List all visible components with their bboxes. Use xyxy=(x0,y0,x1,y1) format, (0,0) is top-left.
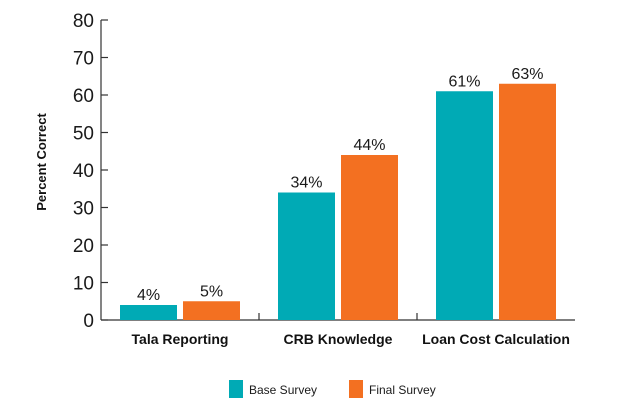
y-tick-label: 70 xyxy=(73,49,94,70)
legend-label: Final Survey xyxy=(369,383,436,397)
x-category-label: CRB Knowledge xyxy=(284,331,393,347)
y-tick-label: 80 xyxy=(73,11,94,32)
data-label: 44% xyxy=(353,137,385,154)
data-label: 61% xyxy=(448,73,480,90)
y-axis-title: Percent Correct xyxy=(34,113,49,211)
bar xyxy=(183,301,240,320)
y-tick-label: 10 xyxy=(73,274,94,295)
bars: 4% 5% 34% 44% 61% 63% xyxy=(120,66,556,320)
data-label: 63% xyxy=(511,66,543,83)
legend-swatch xyxy=(349,380,363,398)
legend: Base Survey Final Survey xyxy=(229,380,436,398)
data-label: 5% xyxy=(200,283,223,300)
y-tick-label: 0 xyxy=(83,311,94,332)
axes: 0 10 20 30 40 50 60 70 80 Tala Reporting CRB Knowl… xyxy=(73,11,575,347)
data-label: 34% xyxy=(290,175,322,192)
bar xyxy=(278,192,335,320)
legend-swatch xyxy=(229,380,243,398)
x-category-label: Tala Reporting xyxy=(132,331,229,347)
y-tick-label: 60 xyxy=(73,86,94,107)
y-tick-label: 40 xyxy=(73,161,94,182)
bar xyxy=(341,155,398,320)
data-label: 4% xyxy=(137,287,160,304)
bar xyxy=(120,305,177,320)
legend-label: Base Survey xyxy=(249,383,317,397)
bar xyxy=(499,83,556,320)
y-tick-label: 30 xyxy=(73,199,94,220)
bar xyxy=(436,91,493,320)
x-category-label: Loan Cost Calculation xyxy=(422,331,570,347)
y-tick-label: 50 xyxy=(73,124,94,145)
y-tick-label: 20 xyxy=(73,236,94,257)
